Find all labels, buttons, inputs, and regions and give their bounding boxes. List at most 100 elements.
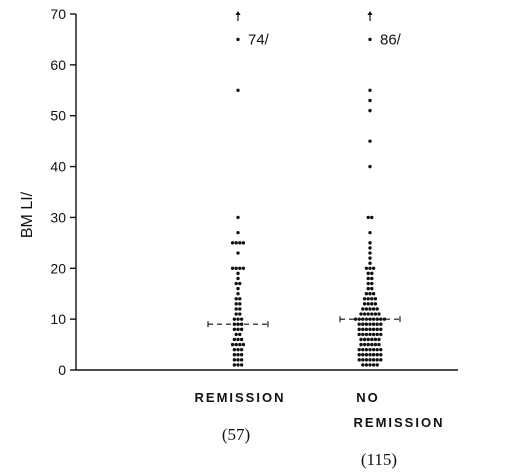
data-point — [368, 347, 372, 352]
data-point — [370, 276, 374, 281]
data-point — [370, 342, 374, 347]
data-point — [362, 342, 367, 347]
data-point — [241, 342, 246, 347]
data-point — [375, 307, 379, 311]
group-1: 86/NO REMISSION (115) — [339, 11, 442, 469]
data-point — [357, 327, 361, 332]
data-point — [357, 358, 361, 362]
data-point — [234, 332, 238, 337]
data-point — [236, 215, 240, 220]
data-point — [236, 276, 240, 281]
data-point — [371, 353, 376, 357]
data-point — [368, 98, 372, 103]
data-point — [238, 281, 242, 286]
data-point — [232, 358, 237, 362]
data-point — [239, 353, 244, 357]
data-point — [379, 347, 383, 352]
y-tick-label: 50 — [50, 108, 66, 124]
data-point — [366, 286, 370, 291]
data-point — [370, 302, 374, 306]
data-point — [357, 353, 361, 357]
data-point — [230, 241, 235, 245]
data-point — [361, 353, 365, 357]
data-point — [364, 327, 369, 332]
data-point — [238, 266, 242, 270]
data-point — [379, 353, 383, 357]
data-point — [368, 292, 372, 296]
data-point — [366, 276, 370, 281]
data-point — [371, 332, 376, 337]
data-point — [373, 312, 378, 316]
data-point — [377, 337, 381, 342]
data-point — [364, 322, 369, 326]
data-point — [361, 358, 365, 362]
data-point — [370, 281, 374, 286]
data-point — [368, 37, 372, 42]
data-point — [236, 230, 240, 235]
data-point — [234, 302, 238, 306]
data-point — [368, 251, 372, 255]
data-point — [361, 363, 365, 367]
data-point — [241, 266, 246, 270]
data-point — [375, 353, 379, 357]
data-point — [239, 327, 244, 332]
data-point — [361, 322, 365, 326]
off-scale-arrow-head — [235, 11, 241, 15]
data-point — [234, 266, 238, 270]
data-point — [230, 342, 235, 347]
data-point — [366, 271, 370, 276]
data-point — [364, 353, 369, 357]
data-point — [368, 363, 372, 367]
data-point — [373, 342, 378, 347]
data-point — [368, 266, 372, 270]
data-point — [370, 271, 374, 276]
off-scale-label: 86/ — [380, 31, 402, 48]
data-point — [368, 332, 372, 337]
data-point — [370, 215, 374, 220]
data-point — [234, 241, 238, 245]
data-point — [239, 337, 244, 342]
y-axis-label: BM LI/ — [19, 191, 36, 238]
data-point — [366, 312, 370, 316]
data-point — [239, 347, 244, 352]
data-point — [236, 327, 240, 332]
data-point — [375, 358, 379, 362]
data-point — [236, 88, 240, 92]
data-point — [361, 307, 365, 311]
data-point — [375, 327, 379, 332]
data-point — [368, 230, 372, 235]
data-point — [371, 266, 376, 270]
data-point — [364, 358, 369, 362]
data-point — [368, 353, 372, 357]
data-point — [234, 281, 238, 286]
data-point — [368, 164, 372, 169]
data-point — [377, 342, 381, 347]
data-point — [238, 307, 242, 311]
y-axis: 0 10 20 30 40 50 60 70 — [50, 6, 77, 378]
data-point — [364, 332, 369, 337]
data-point — [232, 353, 237, 357]
data-point — [366, 215, 370, 220]
data-point — [382, 317, 387, 321]
data-point — [366, 281, 370, 286]
y-tick-label: 70 — [50, 6, 66, 22]
data-point — [364, 363, 369, 367]
data-point — [239, 358, 244, 362]
data-point — [362, 312, 367, 316]
data-point — [370, 312, 374, 316]
data-point — [361, 347, 365, 352]
data-point — [375, 347, 379, 352]
data-point — [379, 322, 383, 326]
data-point — [371, 363, 376, 367]
data-point — [232, 317, 237, 321]
data-point — [370, 297, 374, 301]
data-point — [371, 317, 376, 321]
data-point — [361, 332, 365, 337]
data-point — [232, 347, 237, 352]
data-point — [375, 363, 379, 367]
y-tick-label: 10 — [50, 311, 66, 327]
groups-layer: 74/REMISSION (57) 86/NO REMISSION (115) — [195, 11, 442, 469]
data-point — [236, 317, 240, 321]
data-point — [357, 347, 361, 352]
off-scale-label: 74/ — [248, 31, 270, 48]
